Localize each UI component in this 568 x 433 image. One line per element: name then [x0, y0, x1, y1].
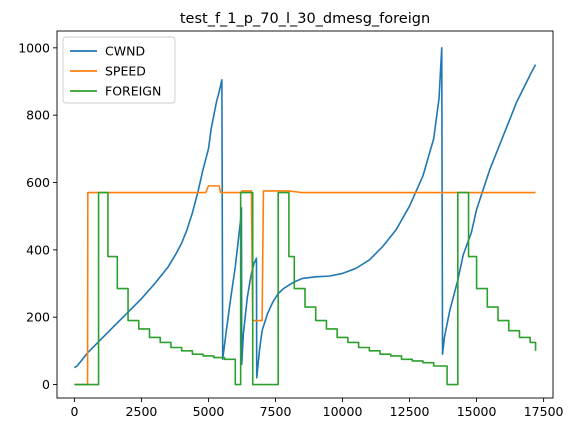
x-tick-label: 2500: [126, 404, 158, 419]
series-lines: [74, 47, 537, 386]
x-tick-label: 15000: [457, 404, 497, 419]
x-tick-label: 0: [70, 404, 78, 419]
x-tick-label: 5000: [193, 404, 225, 419]
x-tick-label: 7500: [260, 404, 292, 419]
y-tick-label: 200: [26, 310, 50, 325]
legend-box: [62, 36, 176, 104]
series-line-speed: [74, 185, 536, 386]
x-tick-label: 10000: [323, 404, 363, 419]
y-axis: 0 200 400 600 800 1000: [18, 40, 57, 392]
legend: CWND SPEED FOREIGN: [62, 36, 176, 104]
y-tick-label: 0: [42, 377, 50, 392]
legend-label-cwnd: CWND: [105, 44, 145, 59]
chart-title: test_f_1_p_70_l_30_dmesg_foreign: [180, 11, 430, 27]
x-axis: 0 2500 5000 7500 10000 12500 15000 17500: [70, 398, 564, 419]
x-tick-label: 12500: [390, 404, 430, 419]
y-tick-label: 1000: [18, 40, 50, 55]
series-line-cwnd: [74, 47, 537, 379]
y-tick-label: 800: [26, 108, 50, 123]
axes-frame: [56, 30, 554, 399]
x-tick-label: 17500: [524, 404, 564, 419]
legend-label-speed: SPEED: [105, 64, 146, 79]
y-tick-label: 600: [26, 175, 50, 190]
series-line-foreign: [74, 191, 537, 386]
legend-label-foreign: FOREIGN: [105, 84, 161, 99]
plot-area: [56, 30, 554, 399]
y-tick-label: 400: [26, 242, 50, 257]
